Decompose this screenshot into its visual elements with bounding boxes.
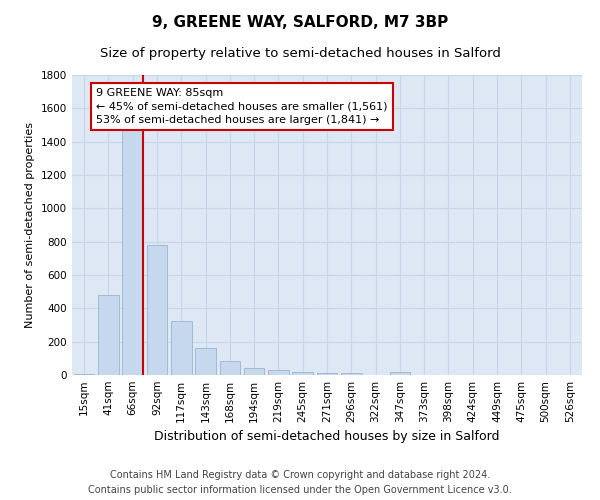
Bar — [122, 120, 143, 375]
Text: 9 GREENE WAY: 85sqm
← 45% of semi-detached houses are smaller (1,561)
53% of sem: 9 GREENE WAY: 85sqm ← 45% of semi-detach… — [96, 88, 388, 124]
X-axis label: Distribution of semi-detached houses by size in Salford: Distribution of semi-detached houses by … — [154, 430, 500, 444]
Y-axis label: Number of semi-detached properties: Number of semi-detached properties — [25, 122, 35, 328]
Text: 9, GREENE WAY, SALFORD, M7 3BP: 9, GREENE WAY, SALFORD, M7 3BP — [152, 15, 448, 30]
Bar — [98, 295, 119, 375]
Bar — [171, 321, 191, 375]
Bar — [195, 348, 216, 375]
Text: Contains HM Land Registry data © Crown copyright and database right 2024.
Contai: Contains HM Land Registry data © Crown c… — [88, 470, 512, 495]
Text: Size of property relative to semi-detached houses in Salford: Size of property relative to semi-detach… — [100, 48, 500, 60]
Bar — [220, 361, 240, 375]
Bar — [146, 245, 167, 375]
Bar — [341, 372, 362, 375]
Bar — [389, 372, 410, 375]
Bar — [268, 370, 289, 375]
Bar — [292, 372, 313, 375]
Bar — [74, 374, 94, 375]
Bar — [244, 368, 265, 375]
Bar — [317, 372, 337, 375]
